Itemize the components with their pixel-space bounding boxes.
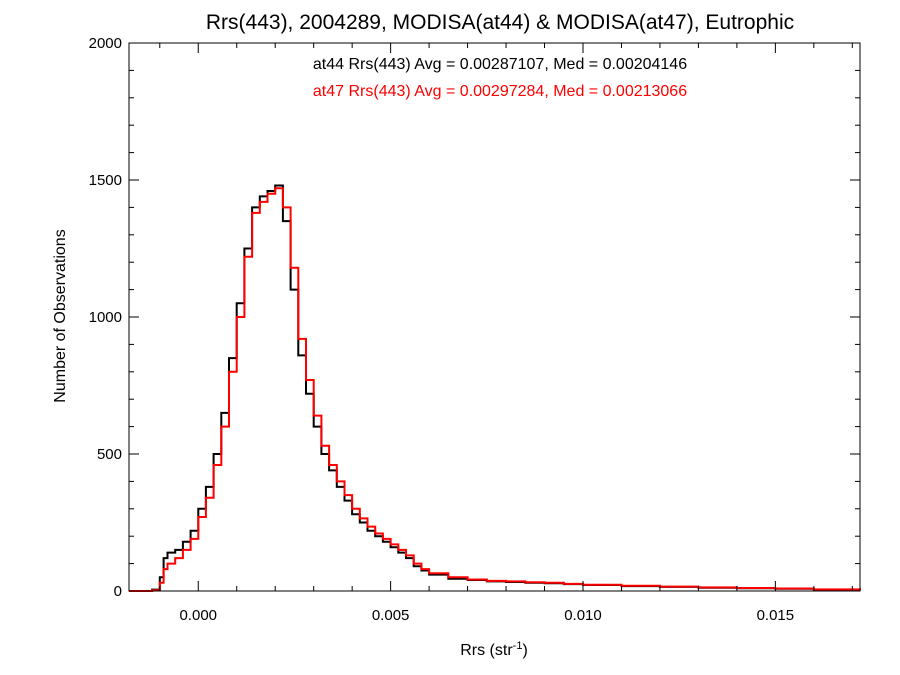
annotation-at44: at44 Rrs(443) Avg = 0.00287107, Med = 0.… [313,56,687,73]
plot-frame [128,42,861,592]
y-tick-label: 2000 [89,35,122,52]
x-tick-label: 0.015 [757,607,795,624]
chart-title: Rrs(443), 2004289, MODISA(at44) & MODISA… [206,11,794,34]
x-tick-label: 0.010 [564,607,602,624]
annotation-at47: at47 Rrs(443) Avg = 0.00297284, Med = 0.… [313,83,687,100]
y-tick-label: 1000 [89,309,122,326]
x-axis-label-superscript: -1 [513,640,523,652]
x-axis-label-tail: ) [522,642,527,659]
series-line-1 [129,187,861,592]
y-tick-label: 0 [114,583,122,600]
ticks-layer: 0.000 0.005 0.010 0.015 0 500 1000 1500 2000 [89,35,860,624]
x-tick-label: 0.005 [372,607,410,624]
x-tick-label: 0.000 [179,607,217,624]
x-axis-label-base: Rrs (str [460,642,513,659]
series-layer [129,184,861,592]
y-tick-label: 1500 [89,172,122,189]
x-axis-label: Rrs (str-1) [460,640,528,659]
series-line-0 [129,184,861,592]
y-tick-label: 500 [97,446,122,463]
y-axis-label: Number of Observations [52,229,69,402]
